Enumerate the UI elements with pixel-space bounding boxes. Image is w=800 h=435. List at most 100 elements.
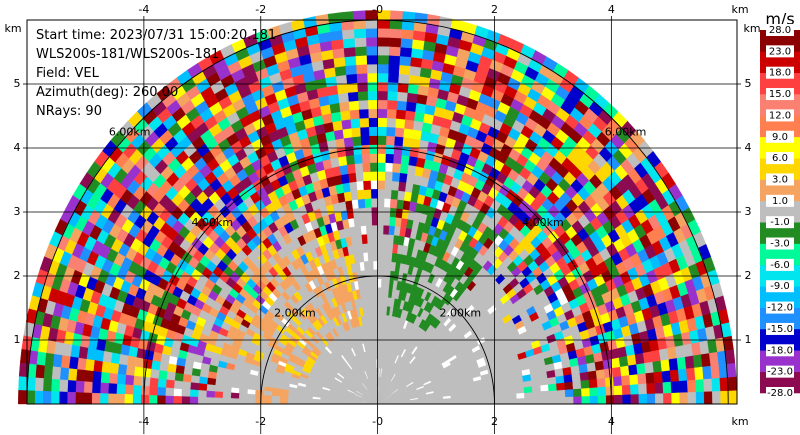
range-cell (377, 260, 383, 271)
range-cell (246, 393, 256, 400)
range-cell (124, 374, 135, 386)
range-cell (475, 399, 485, 405)
range-cell (621, 384, 631, 395)
range-cell (132, 375, 143, 387)
range-cell (379, 368, 382, 378)
range-cell (589, 395, 599, 405)
range-cell (397, 181, 407, 192)
range-cell (181, 396, 191, 405)
range-cell (58, 391, 68, 405)
range-cell (165, 387, 175, 397)
range-cell (386, 108, 397, 119)
range-cell (132, 394, 142, 405)
range-cell (392, 153, 402, 165)
range-cell (540, 397, 550, 405)
range-cell (387, 243, 394, 254)
range-cell (728, 390, 738, 405)
y-tick-label: 3 (14, 205, 21, 218)
range-cell (353, 28, 367, 39)
range-cell (191, 368, 201, 377)
range-cell (703, 390, 713, 405)
range-cell (377, 296, 382, 306)
range-cell (18, 376, 28, 391)
range-cell (167, 363, 177, 374)
colorbar-label: -3.0 (770, 239, 790, 250)
range-cell (366, 72, 378, 83)
range-cell (115, 393, 125, 405)
range-cell (402, 136, 412, 148)
range-cell (636, 362, 646, 375)
range-cell (408, 155, 418, 167)
range-cell (408, 65, 422, 77)
x-tick-label: 2 (491, 3, 498, 16)
range-cell (726, 362, 737, 378)
range-cell (368, 135, 378, 145)
range-cell (670, 380, 680, 394)
range-cell (686, 379, 697, 393)
range-cell (359, 117, 370, 128)
range-cell (238, 387, 248, 395)
range-cell (395, 208, 403, 219)
range-cell (42, 378, 52, 392)
range-cell (405, 101, 417, 112)
range-cell (377, 108, 388, 119)
range-cell (367, 251, 374, 262)
range-cell (355, 64, 368, 75)
range-cell (399, 163, 409, 174)
range-cell (396, 91, 408, 102)
range-cell (361, 153, 371, 164)
info-line: Start time: 2023/07/31 15:00:20.181 (36, 28, 276, 43)
colorbar-label: -15.0 (767, 324, 793, 335)
range-cell (366, 63, 378, 74)
range-cell (385, 135, 395, 146)
range-cell (222, 397, 231, 405)
range-cell (331, 120, 343, 132)
range-cell (355, 55, 368, 66)
range-cell (556, 396, 566, 405)
range-cell (386, 99, 398, 110)
range-cell (395, 109, 407, 120)
range-cell (571, 372, 581, 382)
range-cell (603, 367, 614, 379)
range-cell (411, 38, 425, 50)
range-cell (116, 383, 126, 395)
range-cell (621, 374, 631, 386)
ring-label: 6.00km (605, 125, 647, 138)
range-cell (684, 355, 695, 369)
range-cell (247, 383, 257, 391)
range-cell (410, 137, 421, 149)
range-cell (380, 305, 385, 316)
range-cell (165, 379, 175, 389)
range-cell (393, 144, 403, 156)
range-cell (66, 391, 76, 405)
range-cell (189, 389, 199, 398)
range-cell (367, 81, 378, 92)
range-cell (377, 180, 385, 190)
range-cell (347, 172, 357, 183)
range-cell (377, 99, 388, 110)
range-cell (388, 225, 395, 236)
range-cell (638, 393, 648, 405)
range-cell (353, 153, 363, 165)
range-cell (532, 397, 542, 405)
range-cell (93, 360, 103, 373)
range-cell (336, 146, 347, 158)
range-cell (644, 361, 655, 374)
colorbar-label: -28.0 (767, 388, 793, 399)
range-cell (384, 171, 393, 182)
range-cell (412, 120, 424, 132)
range-cell (695, 391, 705, 405)
range-cell (597, 395, 607, 405)
range-cell (602, 358, 613, 370)
colorbar-label: -1.0 (770, 217, 790, 228)
range-cell (379, 314, 384, 324)
range-cell (334, 65, 347, 77)
range-cell (157, 378, 167, 389)
range-cell (341, 28, 355, 40)
range-cell (388, 55, 401, 66)
range-cell (377, 90, 388, 101)
range-cell (356, 189, 365, 200)
range-cell (83, 381, 93, 394)
x-tick-label: 4 (608, 415, 615, 428)
